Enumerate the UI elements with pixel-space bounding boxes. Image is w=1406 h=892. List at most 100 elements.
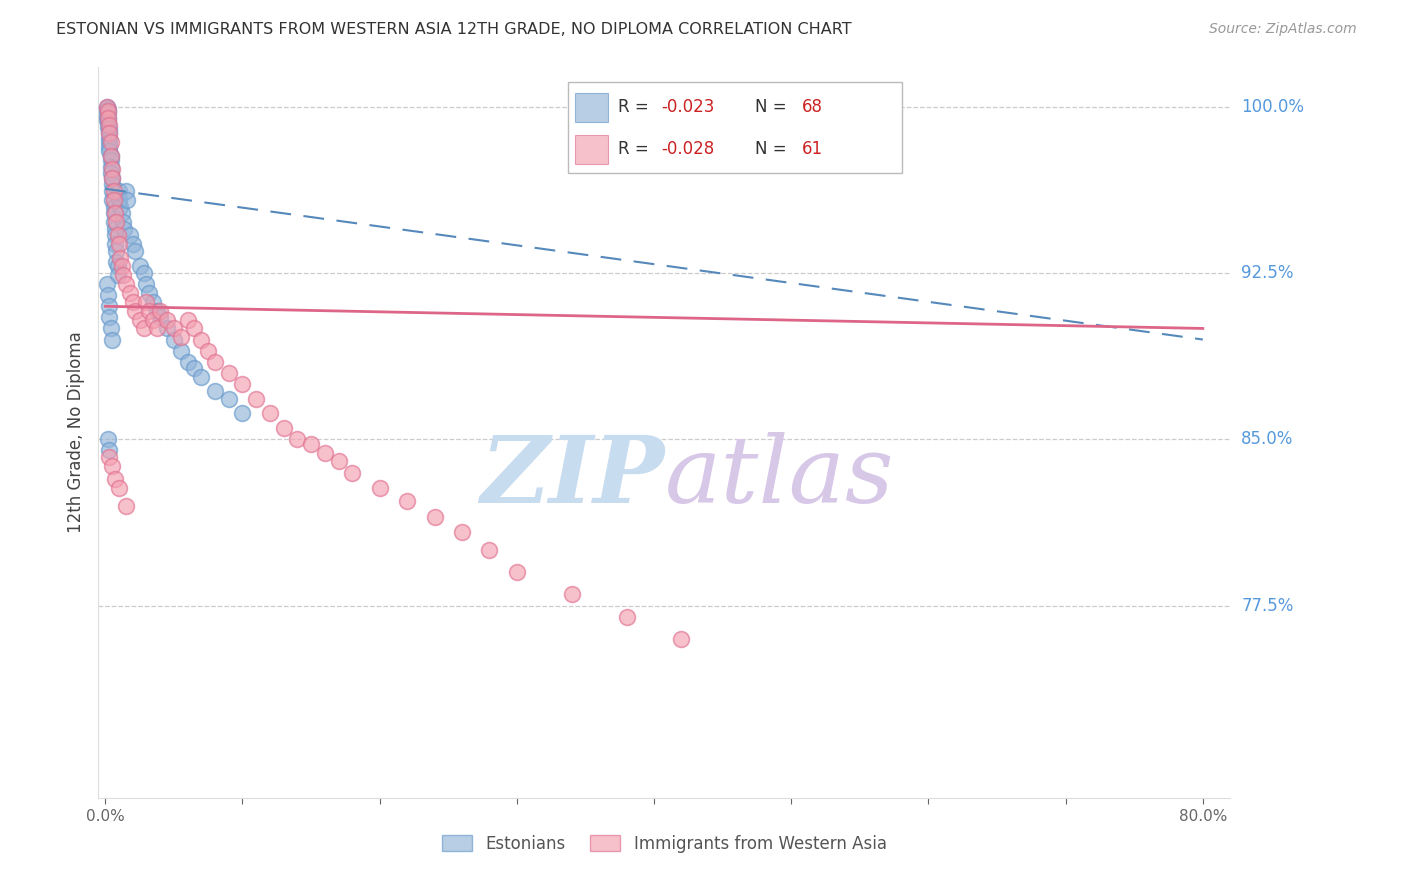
Point — [128, 312, 150, 326]
Point — [103, 206, 125, 220]
Point — [98, 443, 121, 458]
Point — [98, 122, 121, 136]
Point — [97, 432, 120, 446]
Point — [121, 237, 143, 252]
Point — [105, 215, 128, 229]
Point — [197, 343, 219, 358]
Point — [103, 200, 125, 214]
Point — [104, 221, 127, 235]
Point — [98, 135, 121, 149]
Point — [138, 303, 160, 318]
Point — [104, 228, 127, 243]
Point — [101, 184, 124, 198]
Point — [98, 127, 121, 141]
Point — [132, 266, 155, 280]
Point — [478, 543, 501, 558]
Point — [104, 237, 127, 252]
Point — [97, 102, 120, 116]
Point — [146, 321, 169, 335]
Text: 100.0%: 100.0% — [1241, 98, 1305, 116]
Point — [96, 113, 118, 128]
Text: atlas: atlas — [665, 432, 894, 522]
Point — [98, 450, 121, 464]
Point — [328, 454, 350, 468]
Point — [98, 118, 121, 132]
Point — [115, 499, 138, 513]
Point — [135, 294, 157, 309]
Point — [100, 135, 122, 149]
Point — [112, 268, 135, 283]
Point — [245, 392, 267, 407]
Point — [149, 303, 172, 318]
Point — [183, 361, 205, 376]
Point — [100, 148, 122, 162]
Point — [98, 310, 121, 325]
Point — [671, 632, 693, 646]
Point — [423, 509, 446, 524]
Point — [114, 221, 136, 235]
Point — [112, 215, 135, 229]
Point — [128, 260, 150, 274]
Point — [111, 260, 134, 274]
Point — [108, 481, 131, 495]
Point — [96, 100, 118, 114]
Point — [142, 312, 165, 326]
Point — [259, 406, 281, 420]
Point — [163, 333, 186, 347]
Point — [156, 321, 179, 335]
Point — [561, 587, 583, 601]
Point — [118, 285, 141, 300]
Point — [121, 294, 143, 309]
Point — [97, 115, 120, 129]
Point — [231, 406, 253, 420]
Point — [170, 343, 193, 358]
Point — [110, 251, 132, 265]
Point — [368, 481, 391, 495]
Point — [101, 170, 124, 185]
Point — [204, 384, 226, 398]
Point — [108, 193, 131, 207]
Point — [218, 366, 240, 380]
Point — [115, 193, 138, 207]
Legend: Estonians, Immigrants from Western Asia: Estonians, Immigrants from Western Asia — [436, 828, 893, 860]
Point — [97, 120, 120, 134]
Point — [118, 228, 141, 243]
Point — [616, 609, 638, 624]
Point — [100, 321, 122, 335]
Point — [138, 285, 160, 300]
Text: 77.5%: 77.5% — [1241, 597, 1294, 615]
Point — [190, 333, 212, 347]
Point — [97, 111, 120, 125]
Point — [108, 237, 131, 252]
Point — [273, 421, 295, 435]
Point — [451, 525, 474, 540]
Point — [103, 215, 125, 229]
Text: 85.0%: 85.0% — [1241, 430, 1294, 449]
Point — [231, 376, 253, 391]
Point — [101, 193, 124, 207]
Point — [101, 333, 124, 347]
Point — [105, 255, 128, 269]
Point — [149, 310, 172, 325]
Text: 92.5%: 92.5% — [1241, 264, 1294, 282]
Point — [105, 244, 128, 258]
Point — [183, 321, 205, 335]
Point — [97, 111, 120, 125]
Point — [146, 303, 169, 318]
Point — [98, 139, 121, 153]
Point — [135, 277, 157, 292]
Point — [101, 170, 124, 185]
Point — [170, 330, 193, 344]
Point — [176, 354, 198, 368]
Point — [100, 148, 122, 162]
Point — [107, 228, 129, 243]
Point — [163, 321, 186, 335]
Point — [132, 321, 155, 335]
Point — [115, 184, 138, 198]
Point — [107, 260, 129, 274]
Point — [190, 370, 212, 384]
Point — [108, 184, 131, 198]
Point — [299, 436, 322, 450]
Point — [96, 109, 118, 123]
Point — [103, 193, 125, 207]
